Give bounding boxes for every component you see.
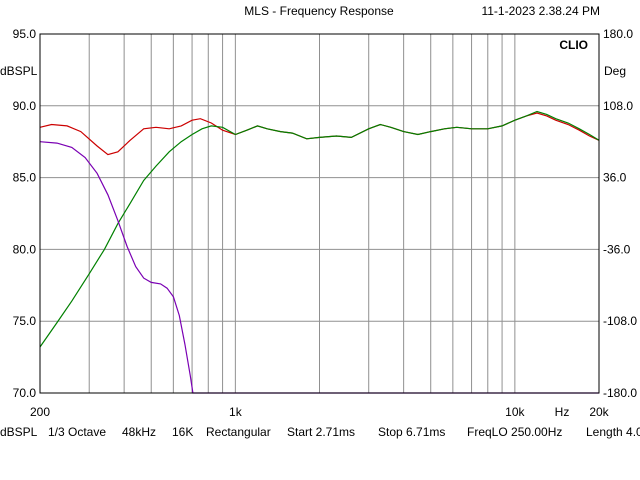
x-tick-label: 200	[30, 405, 50, 419]
length-label: Length 4.00ms	[586, 425, 640, 439]
x-axis-ticks: 200 1k 10k 20k	[30, 405, 610, 419]
start-label: Start 2.71ms	[287, 425, 356, 439]
grid	[40, 34, 599, 393]
freq-lo-label: FreqLO 250.00Hz	[467, 425, 563, 439]
plot-frame	[39, 33, 600, 394]
y2-axis-label: Deg	[604, 64, 626, 78]
x-tick-label: 20k	[589, 405, 609, 419]
y2-tick-label: 36.0	[603, 171, 627, 185]
y2-tick-label: 108.0	[603, 99, 633, 113]
brand-label: CLIO	[559, 38, 588, 52]
y2-tick-label: 180.0	[603, 27, 633, 41]
y-tick-label: 85.0	[13, 171, 37, 185]
right-axis-ticks: 180.0 108.0 36.0 -36.0 -108.0 -180.0	[603, 27, 637, 400]
y-tick-label: 70.0	[13, 386, 37, 400]
stop-label: Stop 6.71ms	[378, 425, 446, 439]
x-tick-label: 1k	[229, 405, 243, 419]
y-tick-label: 95.0	[13, 27, 37, 41]
left-axis-ticks: 95.0 90.0 85.0 80.0 75.0 70.0	[13, 27, 37, 400]
fft-size-label: 16K	[172, 425, 194, 439]
y2-tick-label: -180.0	[603, 386, 637, 400]
y-axis-label: dBSPL	[0, 64, 38, 78]
sample-rate-label: 48kHz	[122, 425, 157, 439]
timestamp: 11-1-2023 2.38.24 PM	[481, 4, 600, 18]
y2-tick-label: -108.0	[603, 314, 637, 328]
y-tick-label: 90.0	[13, 99, 37, 113]
frequency-response-chart: MLS - Frequency Response 11-1-2023 2.38.…	[0, 4, 638, 419]
chart-title: MLS - Frequency Response	[244, 4, 394, 18]
series-lines	[39, 110, 600, 394]
x-tick-label: 10k	[505, 405, 525, 419]
measurement-settings-bar: dBSPL 1/3 Octave 48kHz 16K Rectangular S…	[0, 425, 640, 443]
series-line-2	[39, 110, 600, 348]
unit-label: dBSPL	[0, 425, 38, 439]
y-tick-label: 75.0	[13, 314, 37, 328]
y-tick-label: 80.0	[13, 242, 37, 256]
window-label: Rectangular	[206, 425, 271, 439]
x-axis-label: Hz	[555, 405, 570, 419]
y2-tick-label: -36.0	[603, 242, 631, 256]
series-line-3	[39, 141, 599, 394]
smoothing-label: 1/3 Octave	[48, 425, 107, 439]
